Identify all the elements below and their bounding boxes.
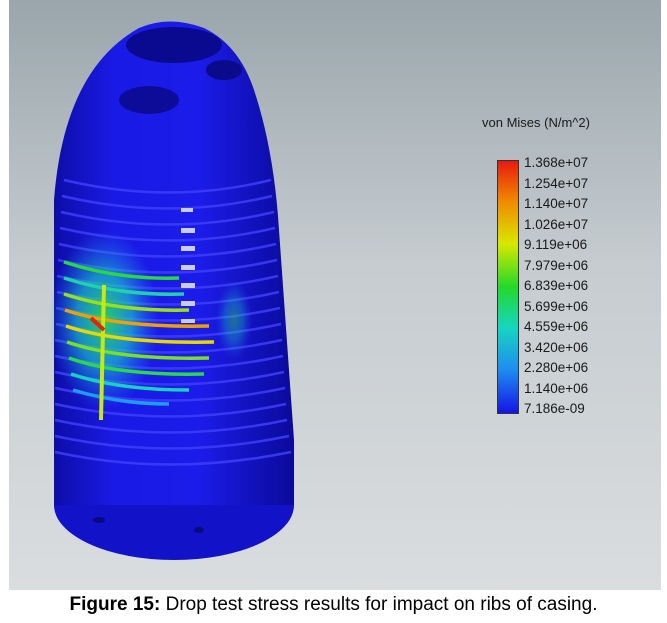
stress-stripes: [63, 260, 215, 406]
figure-caption: Figure 15: Drop test stress results for …: [0, 594, 667, 616]
legend-label: 5.699e+06: [524, 298, 589, 314]
casing-model: [49, 21, 294, 560]
legend-label: 7.186e-09: [524, 401, 585, 416]
legend-title: von Mises (N/m^2): [482, 115, 590, 130]
legend-label: 2.280e+06: [524, 360, 589, 375]
legend-label: 3.420e+06: [524, 339, 589, 355]
legend-label: 1.140e+07: [524, 196, 589, 211]
legend-label: 9.119e+06: [524, 237, 588, 252]
caption-text: Drop test stress results for impact on r…: [160, 594, 598, 615]
caption-label: Figure 15:: [69, 594, 161, 615]
legend-label: 4.559e+06: [524, 319, 589, 334]
simulation-viewport: von Mises (N/m^2) 1.368e+07 1.254e+07 1.…: [9, 0, 661, 590]
legend-label: 6.839e+06: [524, 278, 589, 293]
legend-label: 1.140e+06: [524, 380, 589, 396]
legend-labels: 1.368e+07 1.254e+07 1.140e+07 1.026e+07 …: [524, 153, 588, 420]
stress-legend: von Mises (N/m^2) 1.368e+07 1.254e+07 1.…: [482, 115, 652, 435]
legend-label: 1.368e+07: [524, 155, 589, 170]
vent-slots: [181, 208, 195, 323]
legend-label: 7.979e+06: [524, 257, 589, 273]
legend-color-bar: [497, 160, 519, 414]
legend-label: 1.026e+07: [524, 216, 589, 232]
legend-label: 1.254e+07: [524, 175, 589, 191]
